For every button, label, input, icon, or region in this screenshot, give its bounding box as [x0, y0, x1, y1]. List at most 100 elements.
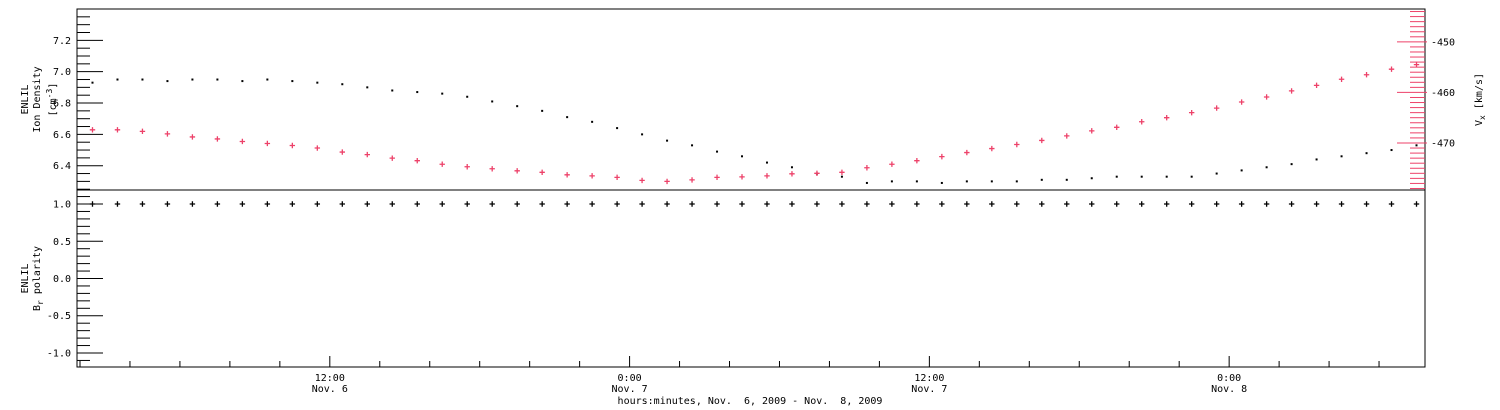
y-axis-label: ENLIL [20, 263, 31, 293]
data-point [141, 78, 144, 81]
data-point [189, 134, 196, 140]
data-point [414, 157, 420, 164]
x-tick-date-label: Nov. 6 [312, 384, 348, 395]
data-point [491, 100, 494, 103]
data-point [114, 201, 121, 207]
data-point [839, 169, 845, 176]
data-point [1415, 144, 1418, 147]
data-point [889, 161, 895, 167]
data-point [840, 175, 843, 178]
right-axis-vx: -450 -460 -470 Vx [km/s] [1397, 11, 1487, 189]
data-point [989, 201, 995, 207]
data-point [1039, 137, 1045, 144]
y-tick-label: 6.6 [53, 130, 71, 141]
data-point [1413, 61, 1420, 68]
data-point [1365, 152, 1368, 155]
data-point [591, 120, 594, 123]
data-point [939, 201, 945, 207]
data-point [439, 161, 445, 167]
data-point [214, 201, 221, 207]
data-point [914, 201, 920, 207]
data-point [1215, 172, 1218, 175]
data-point [139, 128, 146, 135]
y-tick-label-right: -450 [1431, 37, 1455, 48]
data-point [164, 201, 171, 207]
data-point [1163, 201, 1170, 207]
data-point [516, 105, 519, 108]
data-point [339, 201, 346, 207]
data-point [489, 166, 495, 172]
data-point [166, 80, 169, 83]
x-tick-time-label: 12:00 [914, 373, 944, 384]
x-tick-date-label: Nov. 7 [911, 384, 947, 395]
data-point [464, 201, 470, 207]
data-point [864, 165, 870, 171]
data-point [89, 201, 96, 207]
data-point [689, 177, 695, 183]
data-point [915, 180, 918, 183]
data-point [364, 201, 370, 207]
x-tick-time-label: 0:00 [1217, 373, 1241, 384]
y-axis-label: Br polarity [32, 246, 45, 311]
data-point [616, 127, 619, 130]
data-point [439, 201, 445, 207]
y-tick-label: -0.5 [47, 311, 71, 322]
data-point [216, 78, 219, 81]
data-point [1139, 119, 1145, 125]
data-point [714, 201, 720, 207]
data-point [989, 145, 995, 152]
data-point [789, 201, 795, 207]
data-point [314, 201, 321, 207]
data-point [589, 201, 595, 207]
data-point [1213, 105, 1220, 111]
data-point [1363, 72, 1370, 78]
data-point [890, 180, 893, 183]
data-point [1388, 66, 1395, 72]
data-point [865, 181, 868, 184]
data-point [416, 91, 419, 94]
data-point [1288, 201, 1295, 207]
data-point [1290, 163, 1293, 166]
data-point [641, 133, 644, 136]
data-point [1040, 178, 1043, 181]
data-point [89, 127, 96, 133]
data-point [1015, 180, 1018, 183]
data-point [189, 201, 196, 207]
data-point [291, 80, 294, 83]
left-axis: 6.4 6.6 6.8 7.0 7.2 ENLIL Ion Density [cm-3] [20, 16, 103, 190]
data-point [214, 136, 221, 142]
data-point [314, 145, 321, 151]
data-point [241, 80, 244, 83]
data-point [264, 140, 271, 147]
data-point [1413, 201, 1420, 207]
data-point [990, 180, 993, 183]
data-point [1089, 201, 1095, 207]
data-point [1065, 178, 1068, 181]
data-point [339, 149, 346, 155]
data-point [939, 153, 945, 160]
data-point [1238, 201, 1245, 207]
data-point [441, 92, 444, 95]
data-point [116, 78, 119, 81]
data-point [1338, 76, 1345, 82]
data-point [614, 201, 620, 207]
data-point [764, 173, 770, 179]
data-point [391, 89, 394, 92]
y-tick-label: 6.4 [53, 161, 71, 172]
data-point [564, 201, 570, 207]
top-panel-frame [76, 8, 1426, 191]
data-point [164, 131, 171, 137]
series-vx [89, 61, 1420, 185]
series-ion-density [91, 78, 1418, 184]
data-point [266, 78, 269, 81]
data-point [464, 164, 470, 170]
data-point [1313, 82, 1320, 89]
right-axis-label: Vx [km/s] [1474, 73, 1487, 126]
data-point [1014, 201, 1020, 207]
data-point [1115, 175, 1118, 178]
data-point [1163, 115, 1170, 121]
data-point [664, 178, 670, 185]
